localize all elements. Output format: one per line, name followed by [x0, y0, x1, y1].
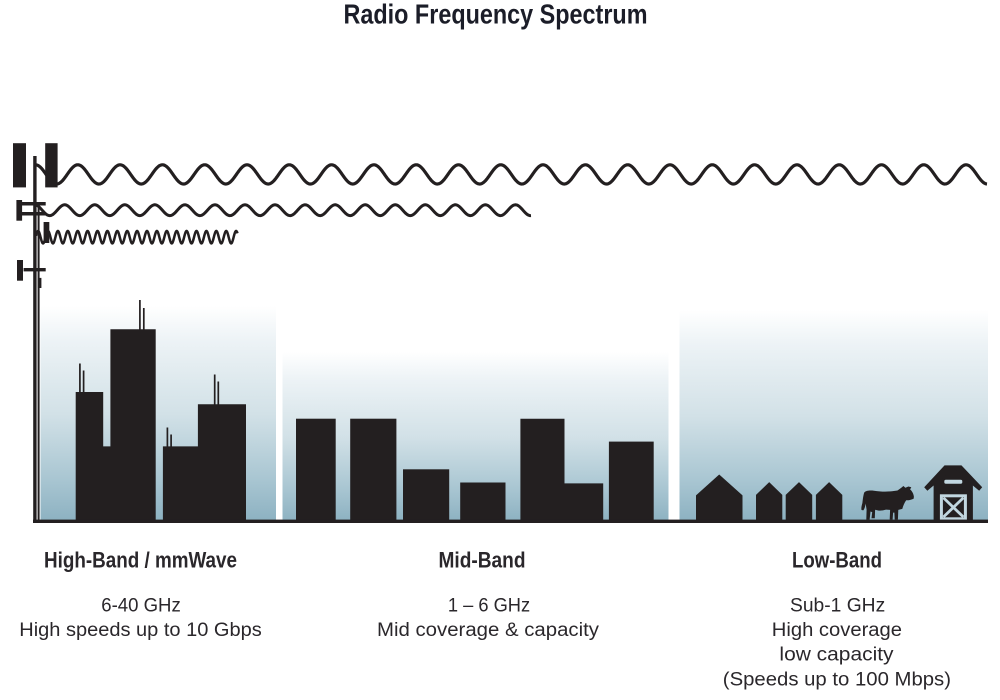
svg-text:6-40 GHz: 6-40 GHz	[101, 596, 181, 617]
svg-text:low capacity: low capacity	[779, 645, 894, 666]
svg-text:1 – 6 GHz: 1 – 6 GHz	[448, 596, 530, 617]
svg-text:Sub-1 GHz: Sub-1 GHz	[790, 596, 885, 617]
svg-text:Low-Band: Low-Band	[792, 548, 882, 573]
svg-text:High coverage: High coverage	[772, 620, 902, 641]
svg-text:High-Band / mmWave: High-Band / mmWave	[44, 548, 237, 573]
svg-text:Mid-Band: Mid-Band	[439, 548, 526, 573]
svg-text:Radio Frequency Spectrum: Radio Frequency Spectrum	[344, 0, 648, 30]
svg-text:High speeds up to 10 Gbps: High speeds up to 10 Gbps	[19, 620, 262, 641]
svg-text:(Speeds up to 100 Mbps): (Speeds up to 100 Mbps)	[723, 670, 951, 691]
svg-text:Mid coverage & capacity: Mid coverage & capacity	[377, 620, 600, 641]
